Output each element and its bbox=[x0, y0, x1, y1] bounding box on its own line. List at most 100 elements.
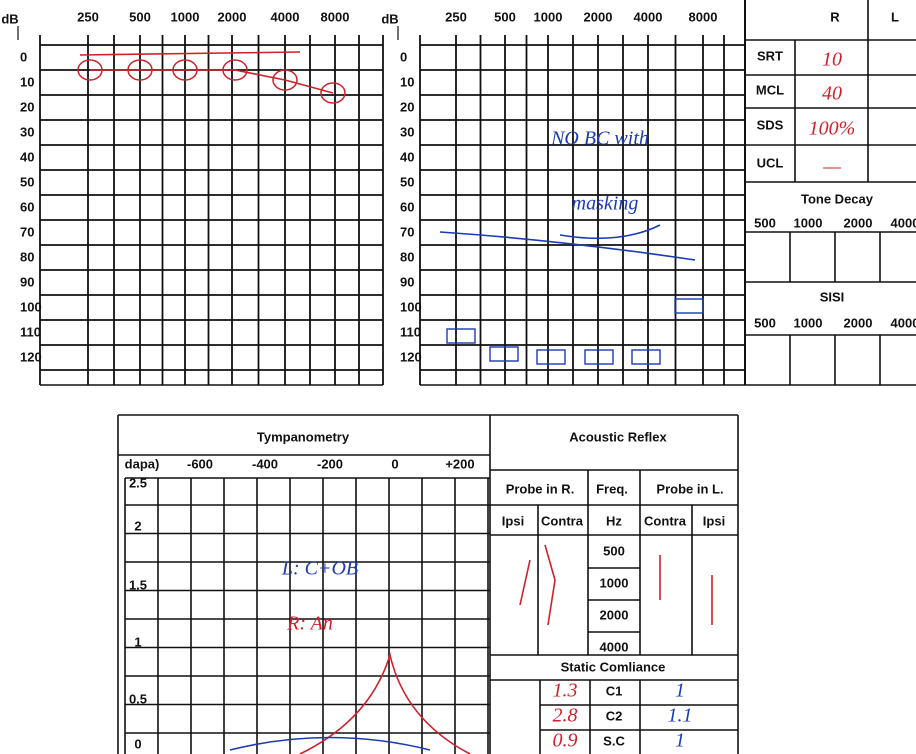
handwritten-note: NO BC with bbox=[550, 128, 649, 150]
column-header: Probe in R. bbox=[506, 481, 575, 496]
frequency-label: 500 bbox=[494, 9, 516, 24]
frequency-label: 4000 bbox=[600, 639, 629, 654]
hand-circle bbox=[272, 69, 298, 91]
db-unit: dB bbox=[1, 11, 18, 26]
level-label: 30 bbox=[400, 124, 414, 139]
frequency-label: 4000 bbox=[891, 215, 916, 230]
handwritten-value: 10 bbox=[822, 49, 842, 71]
handwritten-value: 0.9 bbox=[553, 730, 578, 752]
x-label: -400 bbox=[252, 456, 278, 471]
level-label: 120 bbox=[400, 349, 422, 364]
section-title: Acoustic Reflex bbox=[569, 429, 667, 444]
hand-box bbox=[536, 349, 566, 365]
handwritten-value: 1.1 bbox=[668, 705, 693, 727]
handwritten-note: R: An bbox=[286, 613, 333, 635]
level-label: 80 bbox=[20, 249, 34, 264]
row-label: C1 bbox=[606, 683, 623, 698]
hand-circle bbox=[320, 82, 346, 104]
frequency-label: 500 bbox=[603, 543, 625, 558]
level-label: 40 bbox=[20, 149, 34, 164]
section-title: Static Comliance bbox=[561, 659, 666, 674]
level-label: 60 bbox=[400, 199, 414, 214]
frequency-label: 500 bbox=[754, 215, 776, 230]
level-label: 90 bbox=[400, 274, 414, 289]
sub-header: Hz bbox=[606, 513, 622, 528]
sub-header: Ipsi bbox=[502, 513, 524, 528]
hand-box bbox=[489, 346, 519, 362]
handwritten-value: 1 bbox=[675, 680, 685, 702]
level-label: 110 bbox=[20, 324, 41, 339]
level-label: 120 bbox=[20, 349, 42, 364]
frequency-label: 2000 bbox=[584, 9, 613, 24]
sub-header: Contra bbox=[644, 513, 687, 528]
level-label: 90 bbox=[20, 274, 34, 289]
level-label: 70 bbox=[20, 224, 34, 239]
hand-reflex bbox=[519, 544, 713, 626]
level-label: 10 bbox=[400, 74, 414, 89]
handwritten-value: — bbox=[822, 156, 841, 178]
x-label: -200 bbox=[317, 456, 343, 471]
hand-box bbox=[674, 298, 704, 314]
level-label: 100 bbox=[20, 299, 42, 314]
frequency-label: 500 bbox=[129, 9, 151, 24]
frequency-label: 8000 bbox=[321, 9, 350, 24]
frequency-label: 2000 bbox=[844, 315, 873, 330]
hand-line bbox=[79, 51, 334, 94]
level-label: 40 bbox=[400, 149, 414, 164]
handwritten-value: 1 bbox=[675, 730, 685, 752]
db-unit: dB bbox=[381, 11, 398, 26]
frequency-label: 250 bbox=[445, 9, 467, 24]
frequency-label: 250 bbox=[77, 9, 99, 24]
level-label: 60 bbox=[20, 199, 34, 214]
frequency-label: 4000 bbox=[891, 315, 916, 330]
y-label: 1.5 bbox=[129, 577, 147, 592]
frequency-label: 1000 bbox=[534, 9, 563, 24]
handwritten-value: 100% bbox=[809, 118, 856, 140]
column-header: L bbox=[891, 9, 899, 24]
handwritten-value: 1.3 bbox=[553, 680, 578, 702]
frequency-label: 1000 bbox=[600, 575, 629, 590]
tympanogram-left bbox=[229, 736, 431, 751]
column-header: Probe in L. bbox=[656, 481, 723, 496]
x-label: -600 bbox=[187, 456, 213, 471]
hand-line bbox=[439, 224, 696, 261]
row-label: MCL bbox=[756, 82, 784, 97]
level-label: 0 bbox=[400, 49, 407, 64]
handwritten-note: L: C+OB bbox=[281, 558, 358, 580]
level-label: 10 bbox=[20, 74, 34, 89]
frequency-label: 1000 bbox=[794, 215, 823, 230]
section-title: Tone Decay bbox=[801, 191, 874, 206]
column-header: Freq. bbox=[596, 481, 628, 496]
level-label: 80 bbox=[400, 249, 414, 264]
hand-box bbox=[631, 349, 661, 365]
level-label: 100 bbox=[400, 299, 422, 314]
sub-header: Ipsi bbox=[703, 513, 725, 528]
row-label: UCL bbox=[757, 155, 784, 170]
level-label: 110 bbox=[400, 324, 421, 339]
level-label: 30 bbox=[20, 124, 34, 139]
handwritten-note: masking bbox=[572, 193, 639, 215]
section-title: Tympanometry bbox=[257, 429, 350, 444]
level-label: 50 bbox=[400, 174, 414, 189]
row-label: SRT bbox=[757, 48, 783, 63]
y-label: 2 bbox=[134, 518, 141, 533]
level-label: 20 bbox=[400, 99, 414, 114]
frequency-label: 4000 bbox=[271, 9, 300, 24]
frequency-label: 4000 bbox=[634, 9, 663, 24]
section-title: SISI bbox=[820, 289, 845, 304]
x-label: 0 bbox=[391, 456, 398, 471]
level-label: 20 bbox=[20, 99, 34, 114]
hand-box bbox=[446, 328, 476, 344]
row-label: C2 bbox=[606, 708, 623, 723]
frequency-label: 1000 bbox=[171, 9, 200, 24]
row-label: S.C bbox=[603, 733, 625, 748]
y-label: 1 bbox=[134, 634, 141, 649]
frequency-label: 2000 bbox=[218, 9, 247, 24]
frequency-label: 500 bbox=[754, 315, 776, 330]
row-label: SDS bbox=[757, 117, 784, 132]
sub-header: Contra bbox=[541, 513, 584, 528]
axis-unit: dapa) bbox=[125, 456, 160, 471]
column-header: R bbox=[830, 9, 840, 24]
tympanogram-right bbox=[299, 651, 471, 754]
